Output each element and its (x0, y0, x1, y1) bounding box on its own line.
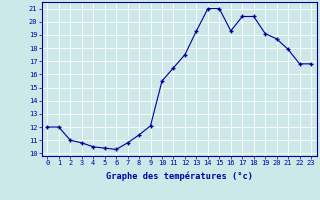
X-axis label: Graphe des températures (°c): Graphe des températures (°c) (106, 172, 253, 181)
